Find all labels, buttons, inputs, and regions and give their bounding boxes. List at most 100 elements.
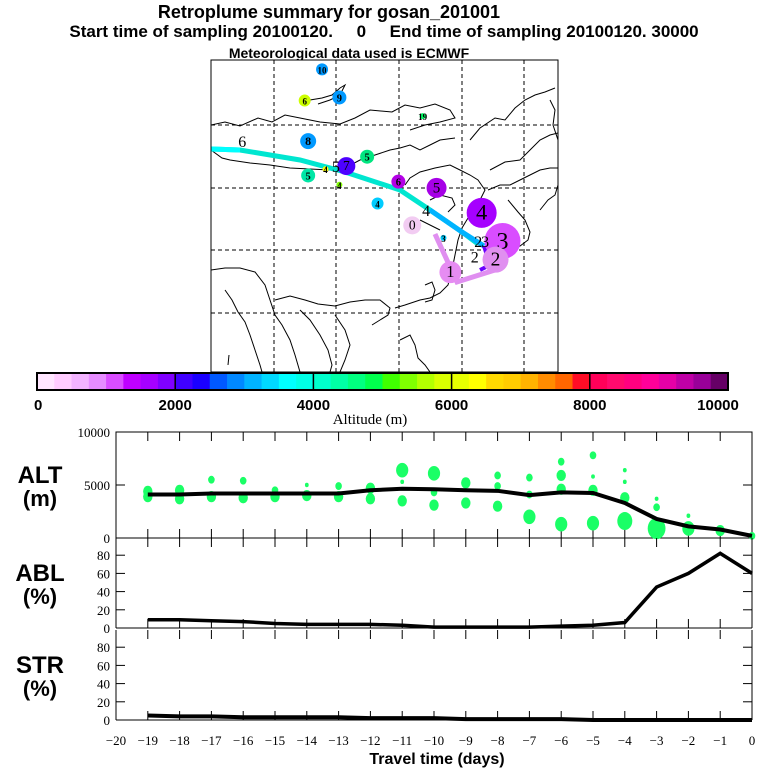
track-day-label: 5 — [332, 159, 340, 176]
x-tick-label: 0 — [749, 733, 756, 748]
colorbar-swatch — [88, 373, 107, 390]
trajectory-line-start — [211, 146, 241, 153]
colorbar-label: Altitude (m) — [333, 412, 408, 428]
altitude-dot — [526, 473, 533, 482]
altitude-dot — [591, 474, 595, 479]
cluster-label: 6 — [396, 178, 401, 189]
x-tick-label: −17 — [201, 733, 222, 748]
track-day-label: 3 — [481, 234, 489, 251]
track-day-label: 2 — [471, 250, 479, 267]
altitude-dot — [427, 466, 441, 481]
cluster-circle — [332, 90, 347, 105]
track-day-label: 6 — [238, 134, 246, 151]
cluster-circle — [336, 181, 343, 188]
colorbar-swatch — [261, 373, 280, 390]
colorbar-swatch — [140, 373, 159, 390]
altitude-dot — [586, 515, 600, 531]
cluster-circle — [439, 261, 462, 284]
cluster-circle — [316, 63, 329, 76]
colorbar-swatch — [330, 373, 349, 390]
mean-altitude-line — [147, 486, 753, 538]
altitude-dot — [492, 500, 503, 512]
colorbar-swatch — [572, 373, 591, 390]
abl-fraction-line — [147, 551, 753, 629]
colorbar-swatch — [520, 373, 539, 390]
altitude-dot — [557, 457, 565, 466]
altitude-dot — [397, 495, 407, 507]
cluster-circle — [301, 168, 316, 183]
altitude-dot — [208, 475, 215, 484]
cluster-label: 19 — [418, 112, 428, 122]
colorbar-swatch — [434, 373, 453, 390]
colorbar-swatch — [607, 373, 625, 390]
colorbar-swatch — [192, 373, 211, 390]
cluster-circle — [337, 157, 356, 176]
altitude-dot — [622, 479, 627, 485]
coastlines — [211, 83, 558, 372]
y-tick-label: 0 — [104, 713, 111, 728]
colorbar-swatch — [451, 373, 470, 390]
altitude-dot — [654, 496, 659, 501]
colorbar-swatch — [227, 373, 245, 390]
colorbar-swatch — [71, 373, 90, 390]
cluster-circle — [360, 149, 375, 164]
time-series-panels: 1000050000ALT(m)806040200ABL(%)806040200… — [15, 425, 756, 748]
colorbar-swatch — [157, 373, 176, 390]
y-tick-label: 40 — [97, 585, 110, 600]
panel-abl: 80 60 40 20 0 ABL(%) — [15, 538, 753, 636]
x-tick-label: −8 — [491, 733, 505, 748]
cluster-circle — [426, 177, 447, 198]
colorbar-swatch — [399, 373, 418, 390]
cluster-circle — [482, 246, 509, 273]
altitude-dot — [589, 451, 597, 460]
altitude-dot — [461, 477, 471, 489]
colorbar-swatch — [37, 373, 55, 390]
cluster-circle — [419, 113, 426, 120]
x-tick-label: −9 — [459, 733, 473, 748]
cluster-label: 4 — [476, 200, 487, 225]
cluster-circle — [298, 94, 311, 107]
x-tick-label: −19 — [138, 733, 158, 748]
altitude-dot — [647, 517, 666, 540]
colorbar-frame — [36, 372, 729, 391]
panel-alt: 10000 5000 0 ALT(m) — [18, 425, 756, 546]
cluster-label: 3 — [441, 234, 446, 244]
colorbar-tick-label: 4000 — [297, 397, 330, 414]
str-fraction-line — [147, 713, 752, 722]
track-day-label: 2 — [474, 234, 482, 251]
x-tick-label: −20 — [106, 733, 126, 748]
colorbar-swatch — [244, 373, 263, 390]
cluster-label: 6 — [302, 97, 307, 107]
cluster-circle — [322, 166, 329, 173]
colorbar-swatch — [209, 373, 228, 390]
cluster-label: 8 — [305, 134, 311, 148]
cluster-label: 7 — [343, 158, 350, 173]
x-axis-label: Travel time (days) — [369, 751, 504, 768]
y-tick-label: 20 — [97, 603, 110, 618]
cluster-label: 1 — [446, 262, 454, 281]
colorbar-swatch — [658, 373, 677, 390]
colorbar-tick-label: 0 — [34, 397, 42, 414]
colorbar-swatch — [278, 373, 297, 390]
x-tick-label: −16 — [233, 733, 254, 748]
sampling-time-subtitle: Start time of sampling 20100120. 0 End t… — [69, 22, 699, 41]
colorbar-swatch — [417, 373, 435, 390]
cluster-circle — [403, 216, 422, 235]
x-tick-label: −1 — [713, 733, 727, 748]
colorbar-swatch — [106, 373, 124, 390]
colorbar-swatch — [693, 373, 712, 390]
x-tick-label: −10 — [424, 733, 444, 748]
colorbar-swatch — [175, 373, 193, 390]
cluster-label: 4 — [375, 200, 380, 210]
colorbar-tick-label: 8000 — [573, 397, 606, 414]
x-tick-label: −15 — [265, 733, 285, 748]
cluster-circle — [300, 133, 317, 150]
panel-str: 80 60 40 20 0 STR(%) — [16, 630, 753, 728]
colorbar-swatch — [555, 373, 574, 390]
y-tick-label: 60 — [97, 658, 110, 673]
cluster-label: 5 — [306, 171, 311, 182]
altitude-dot — [494, 482, 501, 490]
